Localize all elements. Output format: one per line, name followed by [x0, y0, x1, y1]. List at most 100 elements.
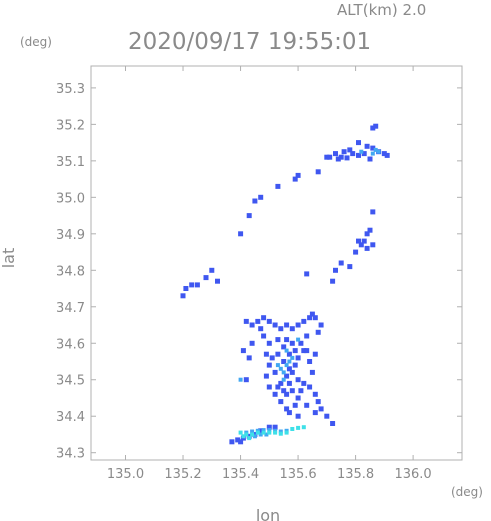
x-tick-label: 135.2: [164, 467, 201, 482]
x-axis-ticks: 135.0 135.2 135.4 135.6 135.8 136.0: [107, 66, 432, 482]
echo-point-weak: [364, 231, 370, 237]
echo-point-strong: [301, 425, 306, 430]
echo-point-weak: [209, 267, 215, 273]
echo-point-weak: [243, 377, 249, 383]
echo-point-moderate: [376, 149, 381, 154]
echo-point-weak: [180, 293, 186, 299]
y-tick-label: 35.3: [56, 82, 85, 97]
echo-point-weak: [324, 154, 330, 160]
echo-point-weak: [312, 351, 318, 357]
echo-point-moderate: [359, 149, 364, 154]
echo-point-weak: [272, 424, 278, 430]
x-tick-label: 135.4: [222, 467, 259, 482]
echo-point-weak: [281, 359, 287, 364]
echo-point-weak: [327, 154, 333, 160]
echo-point-weak: [292, 348, 298, 354]
y-tick-label: 34.4: [56, 410, 85, 425]
echo-point-weak: [266, 362, 272, 368]
echo-point-moderate: [250, 429, 255, 434]
echo-point-weak: [295, 377, 301, 383]
echo-point-weak: [284, 322, 290, 328]
echo-point-weak: [318, 322, 324, 328]
echo-point-weak: [361, 238, 367, 244]
y-tick-label: 34.9: [56, 228, 85, 243]
timestamp-title: 2020/09/17 19:55:01: [128, 29, 371, 55]
echo-point-weak: [289, 388, 295, 394]
echo-point-weak: [266, 340, 272, 346]
echo-point-moderate: [284, 363, 289, 368]
echo-point-weak: [347, 147, 353, 153]
y-tick-label: 34.6: [56, 337, 85, 352]
echo-point-weak: [246, 355, 252, 361]
echo-point-moderate: [258, 432, 263, 437]
echo-point-weak: [272, 369, 278, 375]
echo-point-weak: [356, 152, 361, 158]
echo-point-weak: [252, 198, 258, 204]
echo-point-weak: [284, 391, 290, 397]
echo-point-strong: [290, 427, 295, 431]
echo-point-weak: [261, 333, 267, 339]
echo-point-weak: [298, 340, 304, 346]
x-unit-label: (deg): [451, 485, 483, 499]
echo-point-weak: [255, 318, 261, 324]
echo-point-weak: [194, 282, 200, 288]
echo-point-weak: [307, 384, 313, 390]
echo-point-weak: [278, 380, 284, 386]
echo-point-weak: [358, 242, 364, 248]
echo-point-weak: [373, 123, 379, 129]
echo-point-weak: [301, 348, 307, 354]
echo-point-weak: [286, 380, 292, 386]
echo-point-weak: [312, 391, 318, 397]
echo-point-weak: [304, 402, 310, 408]
echo-point-weak: [189, 282, 195, 288]
echo-point-weak: [338, 154, 344, 160]
echo-point-weak: [275, 384, 281, 390]
y-tick-label: 35.0: [56, 191, 85, 206]
echo-point-weak: [330, 421, 336, 426]
echo-point-weak: [295, 355, 301, 361]
echo-point-weak: [278, 326, 284, 332]
echo-point-weak: [238, 439, 244, 445]
y-tick-label: 35.2: [56, 118, 85, 133]
echo-point-weak: [258, 194, 264, 200]
x-tick-label: 135.0: [107, 467, 144, 482]
echo-point-weak: [315, 329, 321, 335]
echo-point-weak: [275, 337, 281, 343]
echo-point-moderate: [238, 377, 243, 382]
echo-point-weak: [370, 242, 376, 248]
echo-point-moderate: [252, 434, 257, 439]
echo-point-weak: [183, 286, 189, 291]
echo-point-weak: [318, 406, 324, 412]
echo-point-weak: [356, 140, 361, 146]
echo-point-weak: [309, 311, 315, 317]
echo-point-weak: [347, 264, 353, 270]
echo-point-weak: [235, 437, 241, 443]
echo-point-weak: [275, 183, 281, 189]
echo-point-weak: [353, 249, 359, 255]
echo-point-weak: [367, 156, 373, 162]
echo-point-weak: [292, 176, 298, 182]
echo-point-weak: [341, 149, 347, 155]
echo-point-weak: [284, 373, 290, 379]
echo-point-moderate: [278, 429, 283, 434]
echo-point-weak: [281, 388, 287, 394]
echo-point-strong: [238, 430, 243, 435]
echo-point-moderate: [373, 147, 378, 152]
echo-point-strong: [241, 434, 246, 439]
echo-point-strong: [250, 432, 255, 437]
echo-point-strong: [247, 436, 252, 441]
echo-point-moderate: [278, 366, 283, 371]
echo-point-weak: [269, 355, 275, 361]
echo-point-moderate: [287, 359, 292, 364]
echo-point-weak: [258, 428, 264, 434]
echo-point-weak: [295, 172, 301, 178]
echo-point-weak: [304, 271, 310, 277]
echo-point-weak: [284, 337, 290, 343]
y-unit-label: (deg): [20, 35, 52, 49]
echo-point-weak: [249, 340, 255, 346]
echo-point-moderate: [281, 370, 286, 375]
y-axis-title: lat: [0, 248, 18, 269]
echo-marks: [180, 123, 390, 445]
y-tick-label: 34.3: [56, 447, 85, 462]
echo-point-weak: [289, 326, 295, 332]
